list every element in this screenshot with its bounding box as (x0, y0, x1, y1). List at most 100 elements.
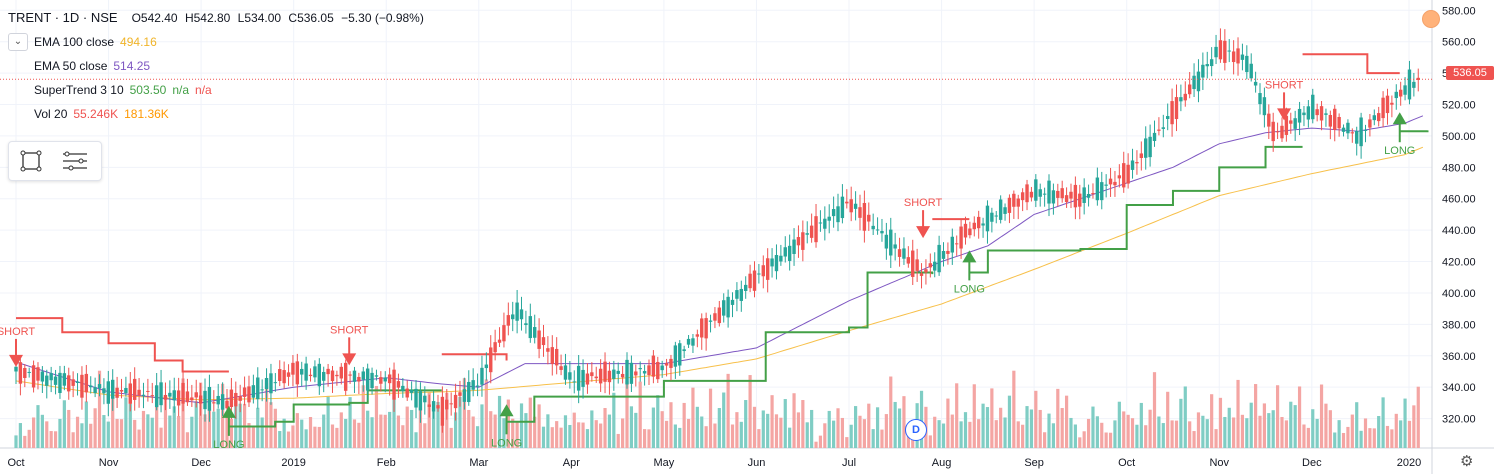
candle-body (779, 255, 783, 262)
supertrend-down (441, 353, 508, 361)
volume-bar (1245, 418, 1249, 448)
candle-body (238, 395, 242, 401)
candle-body (642, 371, 647, 374)
candle-body (1245, 55, 1249, 73)
rectangle-tool-icon[interactable] (9, 143, 53, 179)
volume-bar (260, 417, 264, 448)
volume-bar (119, 419, 124, 448)
candle-body (1394, 91, 1398, 99)
gear-icon[interactable]: ⚙ (1460, 453, 1474, 470)
candle-body (484, 364, 489, 369)
candle-body (45, 375, 49, 386)
volume-bar (1218, 397, 1223, 448)
volume-bar (1201, 415, 1205, 448)
volume-bar (717, 408, 721, 448)
volume-bar (810, 409, 814, 448)
volume-bar (401, 425, 405, 448)
volume-bar (1328, 410, 1332, 448)
volume-bar (695, 406, 699, 448)
candle-body (247, 386, 251, 403)
volume-bar (1381, 397, 1385, 448)
candle-body (278, 369, 282, 381)
candle-body (1117, 175, 1122, 179)
volume-bar (919, 390, 924, 448)
candle-body (379, 377, 383, 384)
indicator-ema100[interactable]: ⌄ EMA 100 close 494.16 (8, 30, 428, 54)
candle-body (726, 296, 730, 318)
volume-bar (1284, 420, 1288, 448)
volume-bar (23, 435, 27, 448)
volume-bar (1179, 398, 1183, 448)
candle-body (1385, 95, 1390, 114)
candle-body (1275, 131, 1280, 133)
last-price-label: 536.05 (1446, 66, 1494, 80)
volume-bar (972, 384, 976, 448)
candle-body (264, 377, 269, 390)
volume-bar (933, 416, 937, 448)
candle-body (937, 244, 941, 273)
volume-bar (941, 423, 946, 448)
volume-bar (1227, 407, 1231, 448)
candle-body (1227, 50, 1231, 52)
candle-body (317, 363, 322, 387)
candle-body (1144, 138, 1148, 158)
volume-bar (669, 402, 673, 448)
volume-bar (832, 420, 836, 448)
volume-bar (291, 425, 295, 448)
candle-body (568, 372, 572, 380)
volume-bar (642, 429, 647, 448)
candle-body (651, 355, 656, 377)
collapse-chevron-icon[interactable]: ⌄ (8, 33, 28, 51)
short-signal-arrow-icon (342, 353, 357, 366)
indicator-volume[interactable]: Vol 20 55.246K 181.36K (8, 102, 428, 126)
alert-dot-icon[interactable] (1422, 10, 1440, 28)
volume-bar (946, 398, 950, 448)
volume-bar (1394, 413, 1398, 448)
volume-bar (1210, 394, 1214, 448)
volume-bar (1126, 414, 1130, 448)
candle-body (1196, 71, 1201, 92)
candle-body (1249, 63, 1253, 79)
volume-bar (216, 408, 220, 448)
volume-bar (524, 413, 528, 448)
volume-bar (203, 414, 207, 448)
candle-body (282, 370, 286, 384)
candle-body (1403, 85, 1407, 95)
volume-bar (1078, 437, 1082, 448)
dividend-marker[interactable]: D (905, 419, 927, 441)
candle-body (511, 314, 515, 320)
candle-body (787, 245, 792, 261)
candle-body (212, 402, 216, 404)
indicator-ema50[interactable]: EMA 50 close 514.25 (8, 54, 428, 78)
candle-body (260, 389, 264, 391)
volume-bar (1170, 420, 1174, 448)
candle-body (467, 381, 471, 403)
candle-body (1012, 193, 1016, 207)
volume-bar (449, 427, 453, 448)
candle-body (190, 397, 194, 401)
volume-bar (115, 418, 119, 448)
volume-bar (902, 396, 906, 448)
volume-bar (1407, 420, 1412, 448)
indicator-supertrend[interactable]: SuperTrend 3 10 503.50 n/a n/a (8, 78, 428, 102)
y-tick-label: 420.00 (1442, 257, 1476, 269)
volume-bar (603, 408, 607, 448)
symbol-title[interactable]: TRENT · 1D · NSE (8, 10, 118, 25)
volume-bar (555, 421, 559, 448)
candle-body (322, 371, 326, 381)
change-value: −5.30 (−0.98%) (341, 11, 424, 25)
candle-body (89, 385, 93, 388)
candle-body (146, 390, 150, 392)
candle-body (1289, 120, 1293, 124)
object-list-icon[interactable] (53, 143, 97, 179)
volume-bar (1315, 418, 1319, 448)
volume-bar (392, 399, 396, 448)
candle-body (897, 249, 902, 257)
candle-body (462, 389, 467, 402)
volume-bar (748, 375, 752, 448)
volume-bar (49, 431, 53, 448)
volume-bar (436, 401, 440, 448)
candle-body (1034, 179, 1038, 201)
volume-bar (612, 392, 616, 448)
